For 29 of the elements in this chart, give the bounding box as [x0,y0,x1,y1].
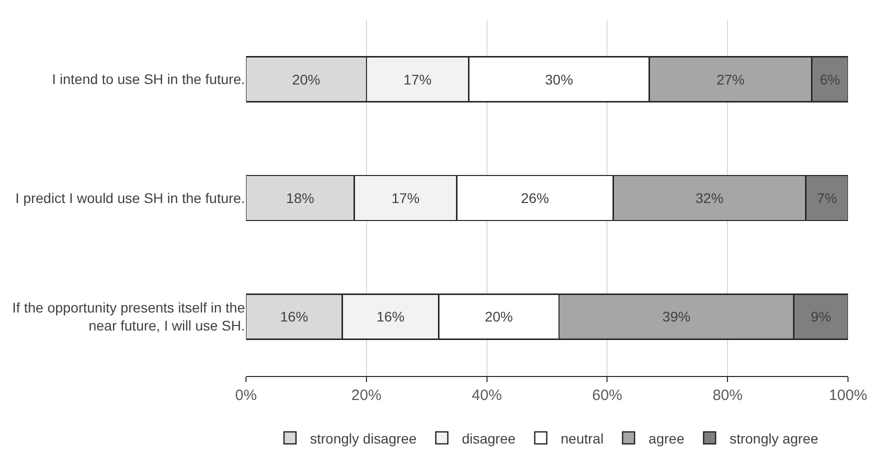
legend-label: neutral [560,430,604,446]
x-tick-label: 40% [472,387,502,404]
data-label: 20% [292,71,320,88]
data-label: 32% [696,190,724,206]
data-label: 26% [520,190,549,206]
data-label: 27% [716,71,745,88]
y-tick-label: I intend to use SH in the future. [52,71,245,88]
data-label: 30% [545,71,574,88]
x-tick-label: 100% [828,387,868,404]
data-label: 16% [376,308,404,325]
data-label: 17% [392,190,420,206]
data-label: 9% [810,308,832,325]
data-label: 7% [816,190,838,206]
legend-label: strongly agree [730,430,819,446]
x-tick-label: 80% [712,387,743,404]
data-label: 18% [286,190,314,206]
legend-label: disagree [462,430,516,446]
y-tick-label: If the opportunity presents itself in the near future, I will use SH. [12,299,246,334]
data-label: 20% [484,308,513,325]
data-label: 6% [820,71,840,88]
x-tick-label: 0% [235,387,257,404]
legend-label: agree [648,430,685,446]
y-tick-label: I predict I would use SH in the future. [15,190,245,206]
x-tick-label: 20% [351,387,382,404]
x-tick-label: 60% [592,387,622,404]
legend-label: strongly disagree [310,430,417,446]
data-label: 39% [662,308,690,325]
data-label: 17% [404,71,432,88]
data-label: 16% [280,308,308,325]
